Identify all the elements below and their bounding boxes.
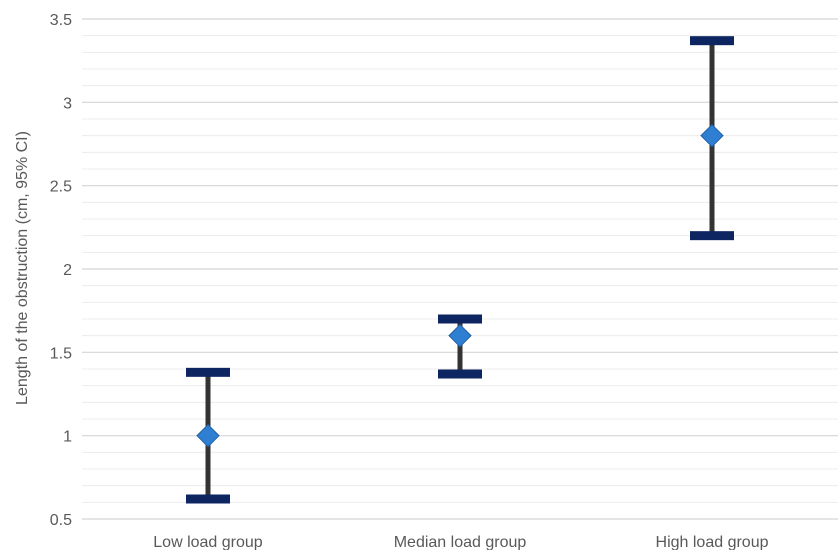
y-tick-label: 1 — [63, 429, 72, 446]
error-bar-cap-lower — [438, 369, 482, 379]
y-tick-label: 0.5 — [50, 512, 72, 529]
data-point-marker — [196, 423, 220, 448]
error-bar-cap-upper — [186, 367, 230, 377]
y-axis-tick-labels: 0.5 1 1.5 2 2.5 3 3.5 — [50, 12, 72, 529]
y-tick-label: 3 — [63, 95, 72, 112]
error-bar-cap-upper — [438, 314, 482, 324]
error-bar-cap-lower — [690, 231, 734, 241]
data-point-marker — [448, 323, 472, 348]
y-tick-label: 3.5 — [50, 12, 72, 29]
data-point-marker — [700, 123, 724, 148]
data-markers — [196, 123, 724, 448]
error-bar-cap-lower — [186, 494, 230, 504]
x-tick-label: High load group — [656, 534, 769, 550]
y-tick-label: 2 — [63, 262, 72, 279]
x-tick-label: Low load group — [153, 534, 263, 550]
y-axis-title: Length of the obstruction (cm, 95% CI) — [14, 131, 31, 405]
x-axis-tick-labels: Low load group Median load group High load… — [153, 534, 768, 550]
error-bar-cap-upper — [690, 36, 734, 46]
x-tick-label: Median load group — [394, 534, 527, 550]
error-bars — [186, 36, 734, 504]
y-tick-label: 1.5 — [50, 345, 72, 362]
y-tick-label: 2.5 — [50, 179, 72, 196]
major-gridlines — [82, 18, 838, 520]
